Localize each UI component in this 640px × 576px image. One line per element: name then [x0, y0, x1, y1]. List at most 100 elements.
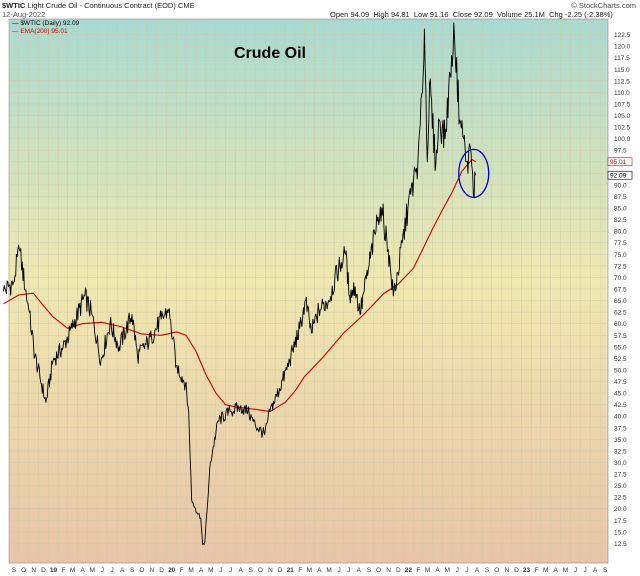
grid-lines	[8, 19, 608, 563]
x-tick-label: 19	[50, 567, 58, 574]
y-tick-label: 70.0	[614, 275, 627, 282]
y-tick-label: 22.5	[614, 495, 627, 502]
price-last-tag-box	[607, 170, 633, 180]
stockcharts-credit: © StockCharts.com	[571, 1, 636, 10]
high-label: High	[373, 10, 389, 19]
x-tick-label: M	[188, 567, 193, 574]
x-tick-label: N	[150, 567, 155, 574]
x-tick-label: J	[219, 567, 222, 574]
x-tick-label: N	[31, 567, 36, 574]
x-tick-label: A	[435, 567, 440, 574]
y-tick-label: 37.5	[614, 425, 627, 432]
ema-last-tag-box	[607, 157, 633, 167]
chart-header-line1: $WTIC Light Crude Oil - Continuous Contr…	[2, 1, 195, 10]
y-tick-label: 27.5	[614, 472, 627, 479]
price-last-tag: 92.09	[610, 173, 627, 180]
chart-title: Crude Oil	[234, 45, 306, 62]
exchange-label: CME	[177, 1, 195, 10]
y-tick-label: 85.0	[614, 206, 627, 213]
y-tick-label: 25.0	[614, 483, 627, 490]
x-tick-label: J	[337, 567, 340, 574]
y-tick-label: 65.0	[614, 298, 627, 305]
y-tick-label: 60.0	[614, 321, 627, 328]
x-tick-label: M	[425, 567, 430, 574]
x-tick-label: S	[130, 567, 135, 574]
x-tick-label: 22	[405, 567, 413, 574]
x-tick-label: M	[326, 567, 331, 574]
y-tick-label: 112.5	[614, 78, 630, 85]
x-tick-label: J	[110, 567, 113, 574]
volume-value: 25.1M	[524, 10, 545, 19]
close-value: 92.09	[473, 10, 493, 19]
price-line	[3, 22, 477, 545]
x-tick-label: M	[90, 567, 95, 574]
x-tick-label: J	[574, 567, 577, 574]
x-tick-label: O	[139, 567, 144, 574]
y-tick-label: 100.0	[614, 136, 631, 143]
y-tick-label: 107.5	[614, 101, 631, 108]
y-tick-label: 42.5	[614, 402, 627, 409]
high-value: 94.81	[390, 10, 410, 19]
x-tick-label: A	[120, 567, 125, 574]
close-label: Close	[452, 10, 472, 19]
x-tick-label: F	[62, 567, 66, 574]
y-tick-label: 110.0	[614, 90, 630, 97]
y-tick-label: 47.5	[614, 379, 627, 386]
x-tick-label: S	[367, 567, 372, 574]
legend-ema: — EMA(200) 95.01	[12, 28, 68, 35]
y-tick-label: 87.5	[614, 194, 627, 201]
low-label: Low	[413, 10, 428, 19]
y-tick-label: 50.0	[614, 367, 627, 374]
highlight-circle	[458, 148, 490, 198]
legend-ema-swatch: —	[12, 28, 19, 35]
ema-points	[3, 159, 476, 412]
x-tick-label: O	[376, 567, 381, 574]
y-tick-label: 45.0	[614, 391, 627, 398]
y-tick-label: 55.0	[614, 344, 627, 351]
x-tick-label: D	[159, 567, 164, 574]
x-tick-label: S	[12, 567, 17, 574]
y-tick-label: 75.0	[614, 252, 627, 259]
y-tick-label: 67.5	[614, 287, 627, 294]
x-tick-label: A	[475, 567, 480, 574]
legend-ema-label: EMA(200) 95.01	[20, 28, 68, 35]
x-tick-label: O	[21, 567, 26, 574]
y-tick-label: 120.0	[614, 44, 631, 51]
x-tick-label: M	[208, 567, 213, 574]
x-tick-label: A	[80, 567, 85, 574]
chart-date: 12-Aug-2022	[2, 10, 46, 19]
chg-value: -2.25 (-2.38%)	[564, 10, 613, 19]
x-tick-label: J	[101, 567, 104, 574]
x-tick-label: M	[307, 567, 312, 574]
y-tick-label: 72.5	[614, 263, 627, 270]
quote-bar: Open 94.09 High 94.81 Low 91.16 Close 92…	[330, 10, 613, 19]
x-tick-label: J	[465, 567, 468, 574]
x-tick-label: J	[584, 567, 587, 574]
x-tick-label: A	[357, 567, 362, 574]
y-tick-label: 82.5	[614, 217, 627, 224]
x-tick-label: A	[238, 567, 243, 574]
x-tick-label: M	[543, 567, 548, 574]
y-tick-label: 90.0	[614, 182, 627, 189]
x-tick-label: N	[504, 567, 509, 574]
x-tick-label: O	[258, 567, 263, 574]
y-tick-label: 12.5	[614, 541, 627, 548]
y-axis-ticks: 122.5 120.0 117.5 115.0 112.5 110.0 107.5 105.0…	[614, 32, 631, 548]
y-tick-label: 57.5	[614, 333, 627, 340]
x-tick-label: 21	[287, 567, 295, 574]
x-tick-label: M	[445, 567, 450, 574]
open-value: 94.09	[350, 10, 370, 19]
y-tick-label: 40.0	[614, 414, 627, 421]
x-tick-label: F	[416, 567, 420, 574]
legend-price: — $WTIC (Daily) 92.09	[12, 20, 79, 27]
x-tick-label: N	[386, 567, 391, 574]
x-tick-label: O	[494, 567, 499, 574]
y-tick-label: 30.0	[614, 460, 627, 467]
y-tick-label: 102.5	[614, 125, 631, 132]
contract-subtitle: Light Crude Oil - Continuous Contract (E…	[27, 1, 176, 10]
x-tick-label: J	[347, 567, 350, 574]
x-tick-label: 23	[523, 567, 531, 574]
x-tick-label: A	[317, 567, 322, 574]
x-tick-label: A	[199, 567, 204, 574]
